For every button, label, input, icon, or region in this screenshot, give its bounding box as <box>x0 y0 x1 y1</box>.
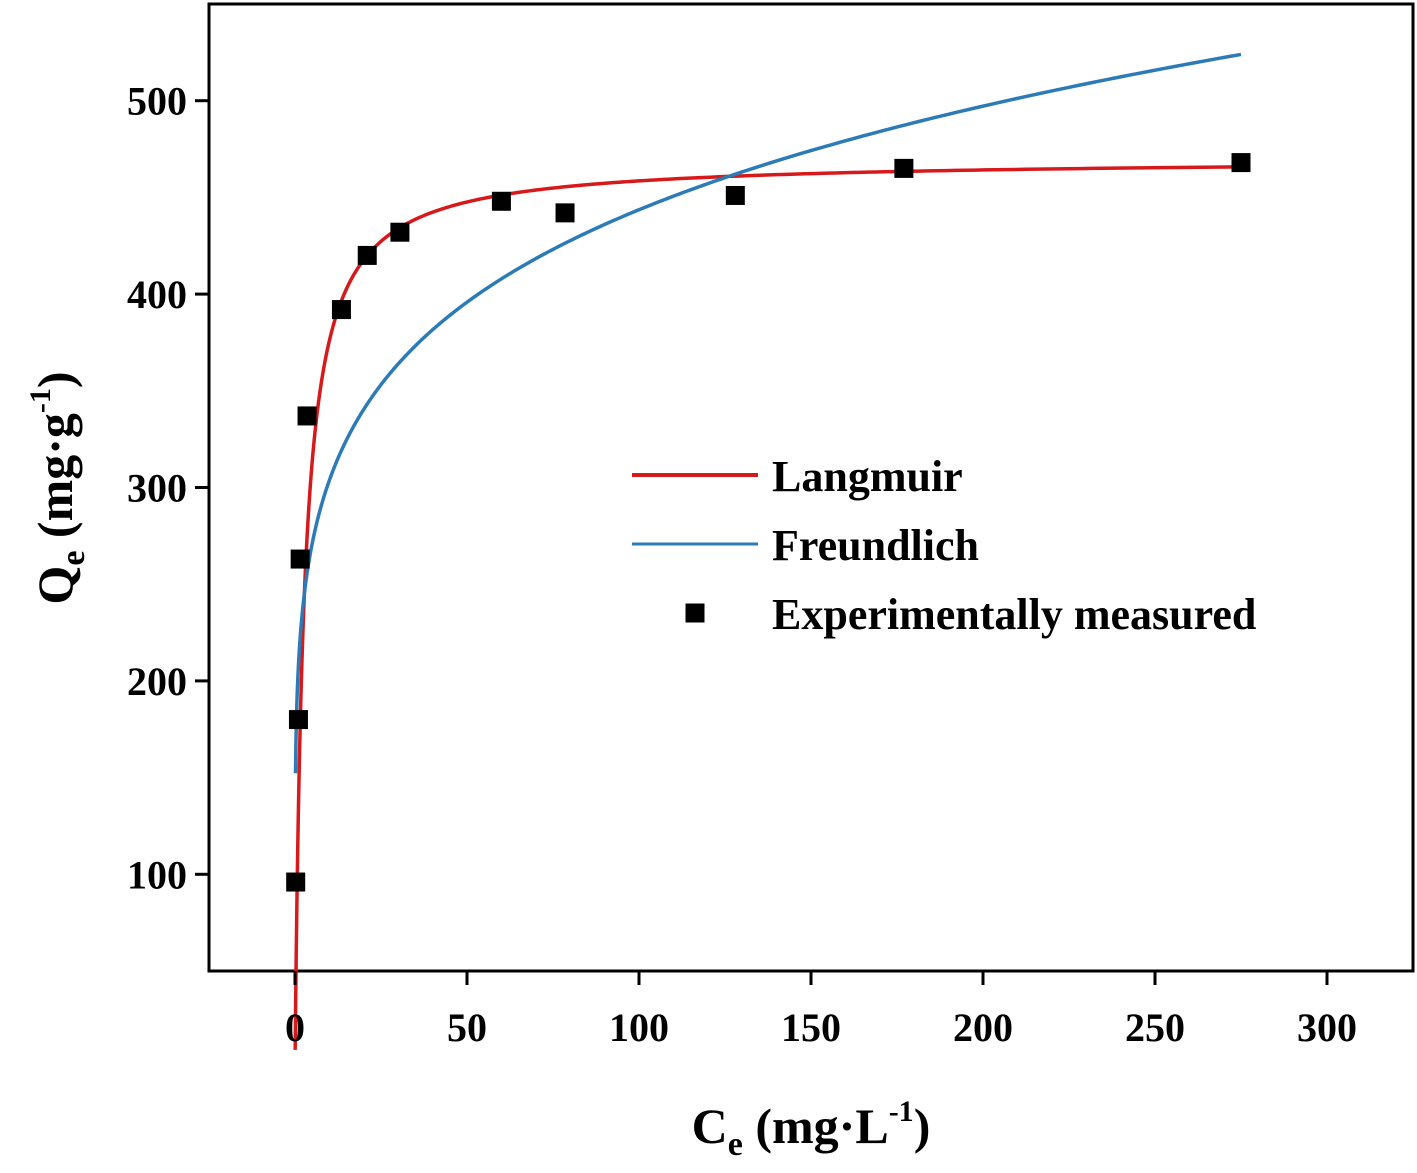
data-point <box>390 222 410 242</box>
x-tick-label: 50 <box>447 1005 487 1050</box>
data-point <box>297 406 317 426</box>
x-tick-label: 0 <box>285 1005 305 1050</box>
fitted-curves <box>293 52 1242 1052</box>
y-tick-label: 100 <box>127 852 187 897</box>
series-line-langmuir <box>293 165 1242 1052</box>
x-axis-title: Ce (mg·L-1) <box>692 1095 931 1163</box>
data-point <box>491 191 511 211</box>
legend: Langmuir Freundlich Experimentally measure… <box>632 452 1256 639</box>
data-point <box>725 185 745 205</box>
data-point <box>357 245 377 265</box>
legend-label: Experimentally measured <box>772 590 1256 639</box>
data-point <box>555 203 575 223</box>
legend-label: Langmuir <box>772 452 963 501</box>
y-tick-label: 500 <box>127 79 187 124</box>
x-axis: 0 50 100 150 200 250 300 <box>285 971 1357 1050</box>
x-tick-label: 150 <box>781 1005 841 1050</box>
x-tick-label: 200 <box>953 1005 1013 1050</box>
x-tick-label: 300 <box>1297 1005 1357 1050</box>
data-point <box>331 300 351 320</box>
y-tick-label: 200 <box>127 659 187 704</box>
data-point <box>286 872 306 892</box>
data-point <box>288 710 308 730</box>
data-points <box>286 153 1251 892</box>
y-axis: 100 200 300 400 500 <box>127 79 209 897</box>
data-point <box>290 549 310 569</box>
y-tick-label: 300 <box>127 466 187 511</box>
y-axis-title: Qe (mg·g-1) <box>24 371 92 604</box>
data-point <box>1231 153 1251 173</box>
legend-label: Freundlich <box>772 521 979 570</box>
series-line-freundlich <box>293 52 1242 775</box>
y-tick-label: 400 <box>127 272 187 317</box>
data-point <box>894 158 914 178</box>
legend-swatch-experimentally-measured <box>685 603 705 623</box>
x-tick-label: 100 <box>609 1005 669 1050</box>
x-tick-label: 250 <box>1125 1005 1185 1050</box>
